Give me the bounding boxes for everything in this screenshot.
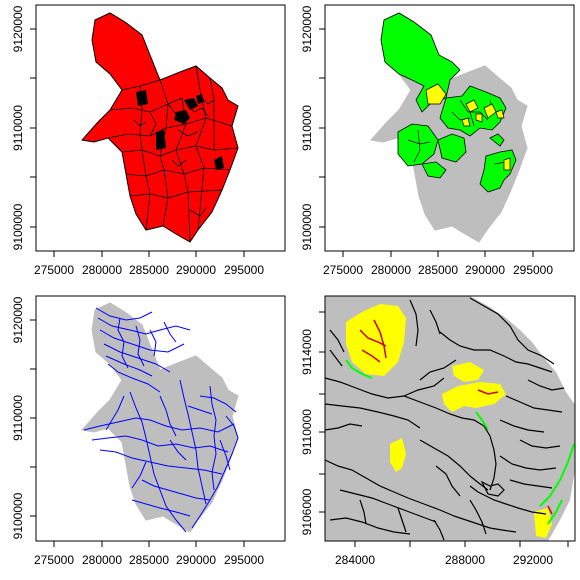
region-polygon bbox=[81, 12, 239, 243]
x-tick-label: 285000 bbox=[129, 263, 169, 277]
red-streams bbox=[359, 319, 553, 515]
x-tick-label: 285000 bbox=[129, 553, 169, 567]
region-polygon bbox=[81, 302, 239, 533]
yellow-zones bbox=[346, 304, 552, 538]
y-axis: 9106000 9110000 9114000 bbox=[300, 311, 325, 535]
y-tick-label: 9110000 bbox=[300, 409, 314, 455]
y-tick-label: 9110000 bbox=[300, 105, 314, 151]
x-tick-label: 280000 bbox=[82, 553, 122, 567]
x-tick-label: 284000 bbox=[335, 553, 375, 567]
y-tick-label: 9100000 bbox=[11, 492, 25, 539]
y-tick-label: 9106000 bbox=[300, 488, 314, 535]
y-axis: 9100000 9110000 9120000 bbox=[300, 5, 325, 250]
x-tick-label: 295000 bbox=[224, 553, 264, 567]
y-tick-label: 9114000 bbox=[300, 329, 314, 375]
x-tick-label: 292000 bbox=[513, 553, 553, 567]
y-tick-label: 9110000 bbox=[11, 395, 25, 441]
x-tick-label: 290000 bbox=[465, 263, 505, 277]
panel-bottom-right: 284000 288000 292000 9106000 9110000 911… bbox=[300, 295, 576, 567]
x-axis: 275000 280000 285000 290000 295000 bbox=[34, 541, 264, 567]
zoomed-map bbox=[325, 296, 575, 541]
highlighted-districts bbox=[136, 90, 224, 170]
x-tick-label: 275000 bbox=[34, 263, 74, 277]
x-axis: 275000 280000 285000 290000 295000 bbox=[34, 251, 264, 277]
x-tick-label: 275000 bbox=[323, 263, 363, 277]
x-tick-label: 280000 bbox=[371, 263, 411, 277]
x-tick-label: 290000 bbox=[176, 263, 216, 277]
zone-map bbox=[370, 12, 528, 243]
y-tick-label: 9120000 bbox=[11, 296, 25, 343]
y-tick-label: 9120000 bbox=[11, 5, 25, 52]
y-axis: 9100000 9110000 9120000 bbox=[11, 296, 36, 539]
y-tick-label: 9100000 bbox=[11, 203, 25, 250]
y-tick-label: 9100000 bbox=[300, 203, 314, 250]
x-tick-label: 290000 bbox=[176, 553, 216, 567]
x-tick-label: 288000 bbox=[445, 553, 485, 567]
panel-bottom-left: 275000 280000 285000 290000 295000 91000… bbox=[11, 295, 286, 567]
y-axis: 9100000 9110000 9120000 bbox=[11, 5, 36, 250]
x-tick-label: 275000 bbox=[34, 553, 74, 567]
yellow-zones bbox=[425, 83, 511, 171]
panel-top-left: 275000 280000 285000 290000 295000 91000… bbox=[11, 4, 286, 277]
riparian-lines bbox=[345, 359, 575, 525]
river-lines bbox=[83, 307, 239, 533]
x-axis: 284000 288000 292000 bbox=[335, 541, 569, 567]
y-tick-label: 9120000 bbox=[300, 5, 314, 52]
river-network-map bbox=[81, 302, 239, 533]
x-axis: 275000 280000 285000 290000 295000 bbox=[323, 251, 553, 277]
x-tick-label: 280000 bbox=[82, 263, 122, 277]
plot-frame bbox=[324, 295, 576, 542]
x-tick-label: 285000 bbox=[418, 263, 458, 277]
x-tick-label: 295000 bbox=[224, 263, 264, 277]
panel-top-right: 275000 280000 285000 290000 295000 91000… bbox=[300, 4, 575, 277]
y-tick-label: 9110000 bbox=[11, 105, 25, 151]
x-tick-label: 295000 bbox=[513, 263, 553, 277]
river-lines bbox=[325, 297, 565, 541]
municipality-map bbox=[81, 12, 239, 243]
